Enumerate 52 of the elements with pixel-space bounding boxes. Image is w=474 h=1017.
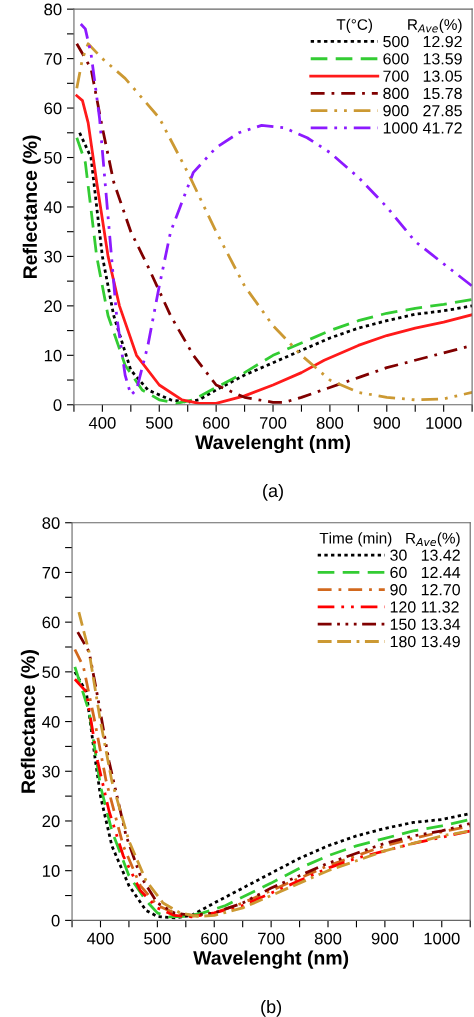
y-tick-label: 50: [44, 151, 62, 164]
legend-label: 500 12.92: [383, 35, 462, 48]
x-tick-label: 800: [316, 417, 344, 429]
legend-label: 600 13.59: [383, 53, 462, 65]
x-tick-label: 700: [258, 932, 285, 945]
x-tick-label: 500: [144, 932, 171, 945]
x-tick-label: 500: [146, 417, 173, 429]
x-axis-title: Wavelenght (nm): [195, 434, 351, 454]
legend-label: 800 15.78: [383, 87, 462, 100]
legend-label: 180 13.49: [390, 635, 460, 648]
y-tick-label: 80: [44, 3, 62, 16]
y-axis-title: Reflectance (%): [20, 650, 39, 793]
y-tick-label: 70: [44, 53, 62, 65]
legend-label: 30 13.42: [390, 549, 460, 561]
x-tick-label: 900: [371, 932, 399, 945]
x-tick-label: 1000: [424, 932, 460, 945]
legend-label: 150 13.34: [390, 618, 461, 630]
y-tick-label: 10: [44, 349, 62, 362]
legend-label: 900 27.85: [383, 105, 462, 117]
y-tick-label: 0: [53, 399, 62, 411]
x-tick-label: 400: [86, 932, 114, 945]
x-tick-label: 600: [201, 932, 228, 945]
y-tick-label: 30: [42, 765, 60, 778]
text: (a): [263, 483, 283, 501]
x-tick-label: 600: [203, 417, 230, 429]
y-tick-label: 0: [51, 914, 60, 927]
y-tick-label: 60: [42, 616, 60, 629]
y-tick-label: 10: [42, 865, 60, 877]
x-axis-title: Wavelenght (nm): [193, 950, 349, 969]
legend-label: 90 12.70: [390, 584, 460, 596]
y-tick-label: 30: [44, 250, 62, 263]
text: (b): [261, 999, 282, 1017]
legend-label: 60 12.44: [390, 566, 461, 579]
y-tick-label: 70: [42, 566, 60, 579]
y-tick-label: 40: [42, 715, 60, 728]
legend-label: 700 13.05: [383, 70, 462, 82]
x-tick-label: 400: [88, 417, 116, 429]
y-tick-label: 50: [42, 666, 60, 679]
y-tick-label: 40: [43, 201, 62, 214]
x-tick-label: 700: [259, 417, 287, 429]
legend-label: 1000 41.72: [383, 122, 462, 134]
legend-title: Time (min) R$_{Ave}$(%): [319, 532, 460, 547]
y-tick-label: 60: [44, 102, 62, 115]
x-tick-label: 800: [314, 932, 342, 945]
y-tick-label: 20: [42, 815, 60, 828]
x-tick-label: 1000: [426, 417, 462, 429]
x-tick-label: 900: [373, 417, 401, 429]
y-tick-label: 80: [42, 517, 60, 529]
y-tick-label: 20: [44, 300, 62, 313]
legend-label: 120 11.32: [390, 601, 459, 613]
y-axis-title: Reflectance (%): [22, 135, 41, 279]
legend-title: T(°C) R$_{Ave}$(%): [336, 18, 462, 33]
